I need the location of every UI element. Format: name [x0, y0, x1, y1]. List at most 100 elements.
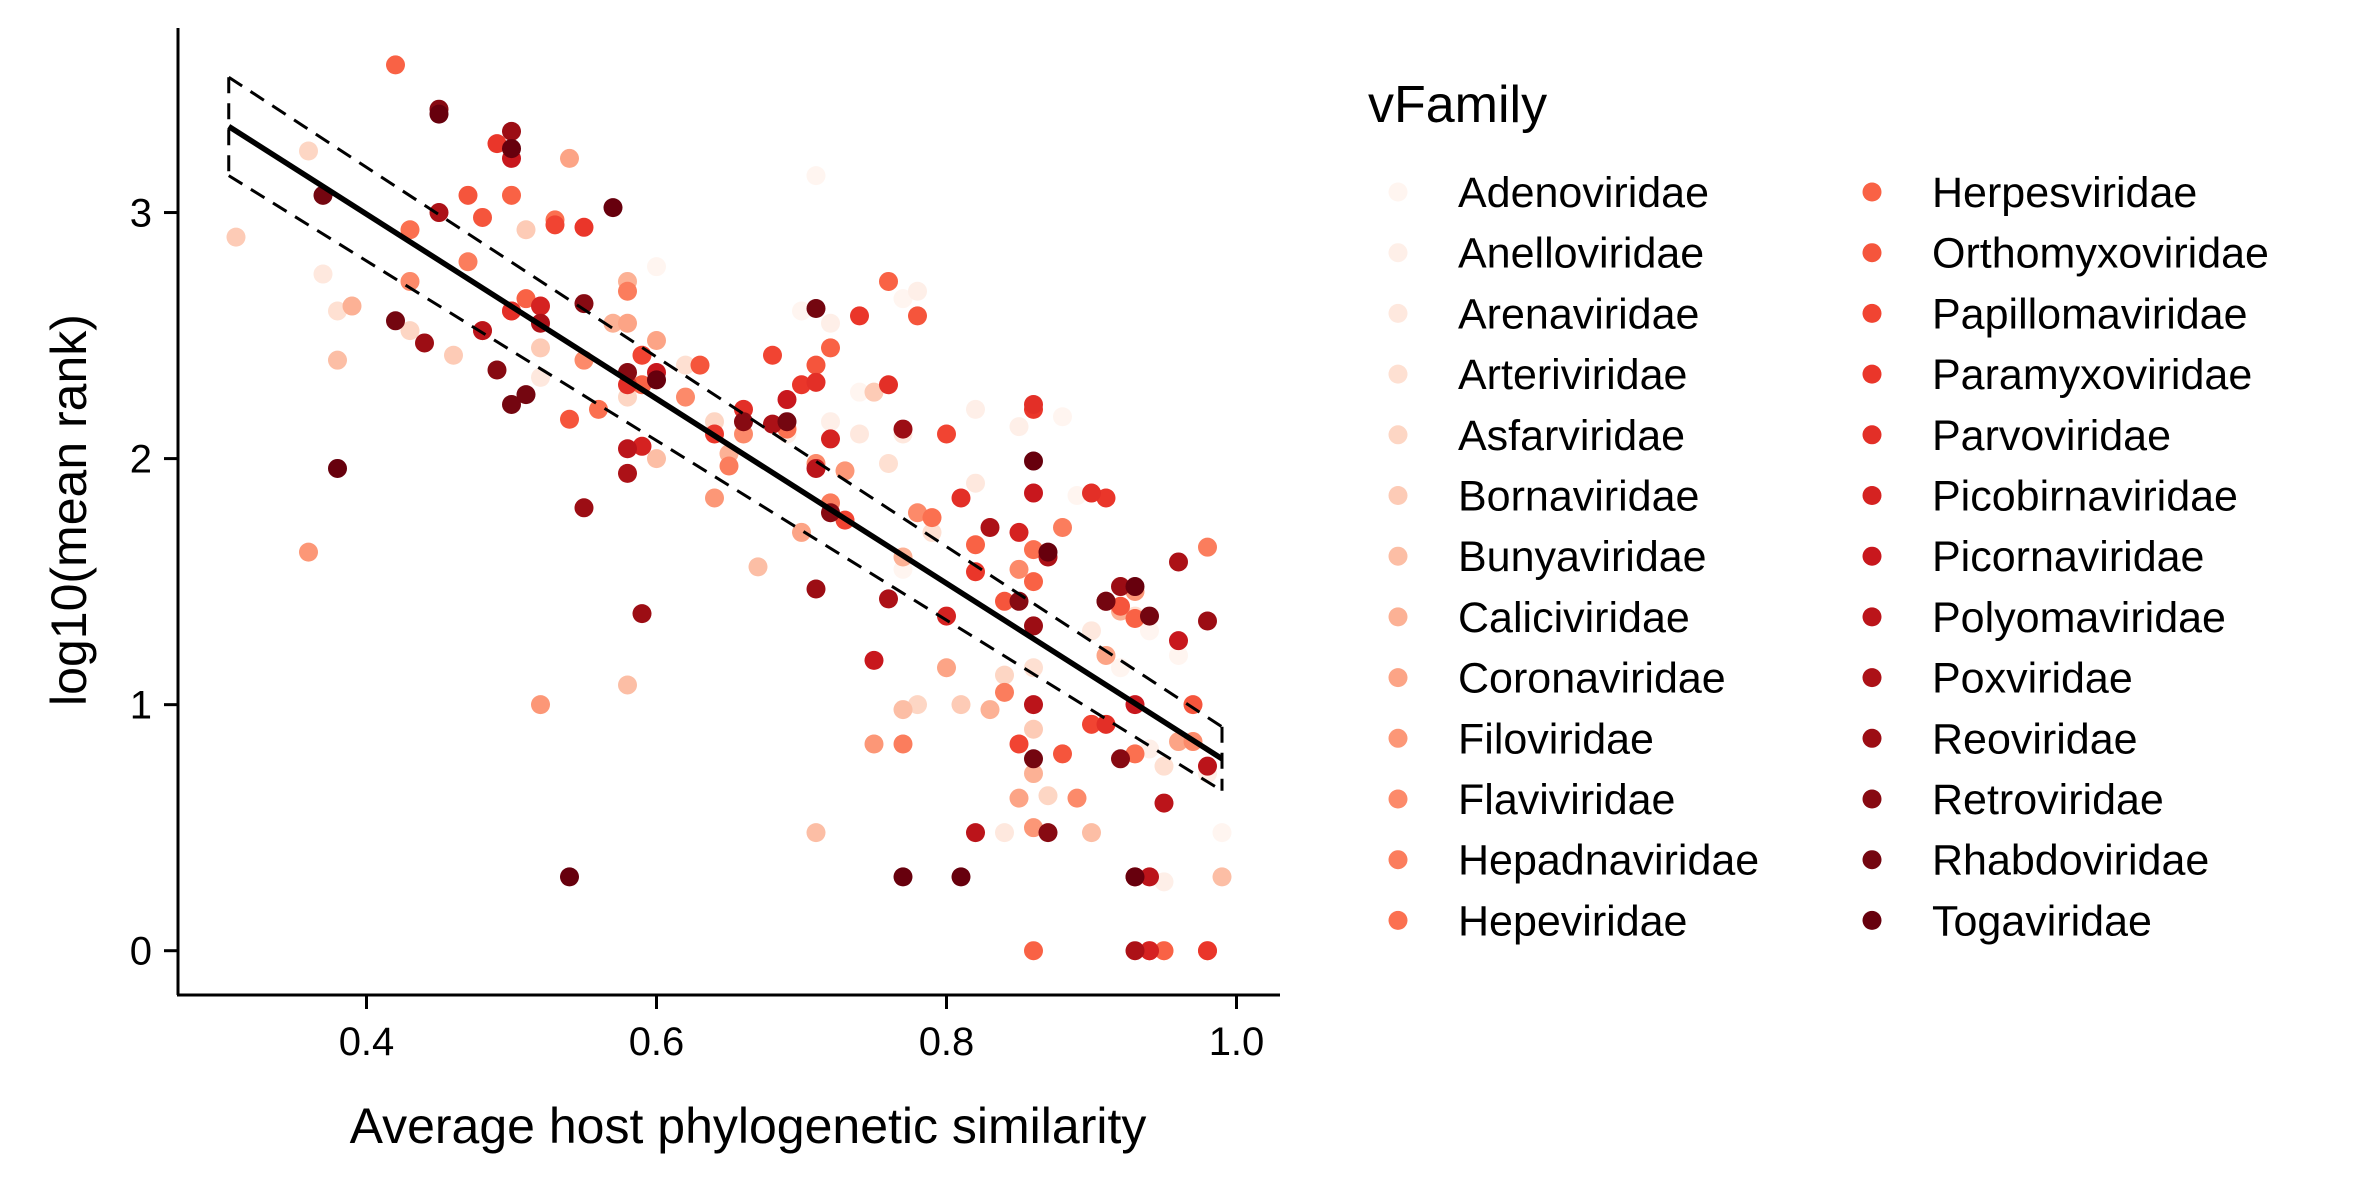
legend-label-orthomyxoviridae: Orthomyxoviridae — [1932, 230, 2269, 278]
data-point-filoviridae-1 — [531, 695, 550, 715]
data-point-bunyaviridae-5 — [1082, 823, 1101, 843]
data-point-arteriviridae-6 — [879, 454, 898, 474]
data-point-bunyaviridae-2 — [647, 449, 666, 469]
data-point-reoviridae-0 — [415, 333, 434, 353]
data-point-bunyaviridae-1 — [618, 675, 637, 695]
data-point-herpesviridae-1 — [502, 185, 521, 205]
legend-item-paramyxoviridae: Paramyxoviridae — [1862, 351, 2252, 399]
data-point-hepeviridae-3 — [589, 399, 608, 419]
data-point-herpesviridae-5 — [879, 271, 898, 291]
data-point-picornaviridae-3 — [864, 650, 884, 670]
legend-swatch-adenoviridae — [1388, 182, 1408, 202]
legend-swatch-coronaviridae — [1388, 668, 1408, 688]
data-point-reoviridae-7 — [1111, 577, 1130, 597]
legend-item-reoviridae: Reoviridae — [1862, 715, 2138, 763]
data-point-bornaviridae-1 — [516, 220, 536, 240]
legend-item-poxviridae: Poxviridae — [1862, 655, 2133, 703]
data-point-anelloviridae-2 — [966, 399, 985, 419]
data-point-bornaviridae-4 — [864, 382, 884, 402]
data-point-adenoviridae-9 — [1212, 823, 1232, 843]
legend-item-picobirnaviridae: Picobirnaviridae — [1862, 473, 2238, 521]
data-point-herpesviridae-4 — [821, 338, 840, 358]
data-point-rhabdoviridae-4 — [777, 412, 797, 432]
legend-label-paramyxoviridae: Paramyxoviridae — [1932, 351, 2252, 399]
data-point-togaviridae-11 — [1125, 867, 1145, 887]
data-point-caliciviridae-5 — [980, 700, 1000, 720]
data-point-coronaviridae-0 — [560, 148, 579, 168]
data-point-coronaviridae-6 — [1096, 645, 1116, 665]
data-point-paramyxoviridae-3 — [792, 375, 811, 395]
data-point-bunyaviridae-4 — [893, 700, 913, 720]
legend-swatch-picobirnaviridae — [1862, 486, 1882, 505]
plot-points — [226, 55, 1232, 961]
data-point-hepadnaviridae-6 — [1053, 517, 1072, 537]
legend-swatch-filoviridae — [1388, 728, 1408, 748]
data-point-hepadnaviridae-7 — [1198, 537, 1217, 557]
data-point-orthomyxoviridae-8 — [1111, 596, 1130, 616]
data-point-parvoviridae-7 — [1082, 483, 1101, 503]
legend-swatch-flaviviridae — [1388, 789, 1408, 809]
data-point-reoviridae-8 — [1198, 611, 1217, 631]
data-point-herpesviridae-8 — [1125, 609, 1145, 629]
data-point-herpesviridae-10 — [1154, 941, 1174, 961]
legend-label-poxviridae: Poxviridae — [1932, 655, 2133, 703]
legend-item-rhabdoviridae: Rhabdoviridae — [1862, 837, 2209, 885]
x-tick-label-2: 0.8 — [919, 1020, 975, 1064]
data-point-coronaviridae-2 — [647, 330, 666, 350]
data-point-togaviridae-0 — [328, 458, 347, 478]
legend-label-hepeviridae: Hepeviridae — [1458, 897, 1687, 945]
data-point-parvoviridae-4 — [879, 375, 898, 395]
legend-label-flaviviridae: Flaviviridae — [1458, 776, 1675, 824]
data-point-togaviridae-5 — [647, 370, 666, 390]
data-point-picobirnaviridae-1 — [632, 436, 652, 456]
data-point-hepeviridae-5 — [922, 508, 942, 528]
data-point-reoviridae-3 — [632, 604, 652, 624]
data-point-orthomyxoviridae-1 — [473, 207, 492, 227]
data-point-reoviridae-1 — [502, 121, 521, 141]
legend-swatch-retroviridae — [1862, 789, 1882, 809]
legend-item-adenoviridae: Adenoviridae — [1388, 169, 1709, 217]
legend-swatch-arenaviridae — [1388, 303, 1408, 323]
data-point-flaviviridae-3 — [676, 387, 695, 407]
legend-item-polyomaviridae: Polyomaviridae — [1862, 594, 2226, 642]
data-point-bunyaviridae-6 — [1212, 867, 1232, 887]
data-point-bornaviridae-2 — [444, 345, 463, 365]
data-point-orthomyxoviridae-3 — [690, 355, 710, 375]
legend-label-adenoviridae: Adenoviridae — [1458, 169, 1709, 217]
data-point-polyomaviridae-4 — [1024, 695, 1043, 715]
legend-item-coronaviridae: Coronaviridae — [1388, 655, 1726, 703]
data-point-parvoviridae-8 — [1096, 714, 1116, 734]
legend-item-hepadnaviridae: Hepadnaviridae — [1388, 837, 1759, 885]
legend-swatch-hepeviridae — [1388, 910, 1408, 930]
data-point-togaviridae-9 — [1038, 542, 1058, 562]
legend-label-picornaviridae: Picornaviridae — [1932, 533, 2204, 581]
legend-label-togaviridae: Togaviridae — [1932, 897, 2152, 945]
data-point-hepeviridae-0 — [400, 220, 420, 240]
legend-item-asfarviridae: Asfarviridae — [1388, 412, 1685, 460]
legend-swatch-polyomaviridae — [1862, 607, 1882, 627]
legend-label-papillomaviridae: Papillomaviridae — [1932, 290, 2248, 338]
legend-item-parvoviridae: Parvoviridae — [1862, 412, 2171, 460]
axes: 0.4 0.6 0.8 1.0 0 1 2 3 Average host phylogene… — [41, 28, 1280, 1154]
data-point-herpesviridae-6 — [966, 535, 985, 555]
data-point-papillomaviridae-4 — [937, 424, 956, 444]
data-point-rhabdoviridae-8 — [1140, 606, 1159, 626]
legend-swatch-parvoviridae — [1862, 425, 1882, 445]
data-point-picobirnaviridae-2 — [821, 429, 840, 449]
data-point-retroviridae-8 — [1111, 749, 1130, 769]
data-point-picornaviridae-4 — [1024, 483, 1043, 503]
x-tick-label-1: 0.6 — [629, 1020, 685, 1064]
legend-label-arenaviridae: Arenaviridae — [1458, 290, 1699, 338]
data-point-poxviridae-2 — [618, 463, 637, 483]
data-point-orthomyxoviridae-6 — [995, 591, 1014, 611]
y-axis-title: log10(mean rank) — [41, 314, 97, 706]
data-point-retroviridae-7 — [1038, 823, 1058, 843]
legend-label-retroviridae: Retroviridae — [1932, 776, 2164, 824]
data-point-polyomaviridae-7 — [1140, 867, 1159, 887]
data-point-paramyxoviridae-1 — [574, 217, 594, 237]
x-tick-label-0: 0.4 — [339, 1020, 395, 1064]
data-point-orthomyxoviridae-2 — [560, 409, 579, 429]
legend-label-reoviridae: Reoviridae — [1932, 715, 2138, 763]
legend-swatch-asfarviridae — [1388, 425, 1408, 445]
legend-swatch-bornaviridae — [1388, 486, 1408, 505]
